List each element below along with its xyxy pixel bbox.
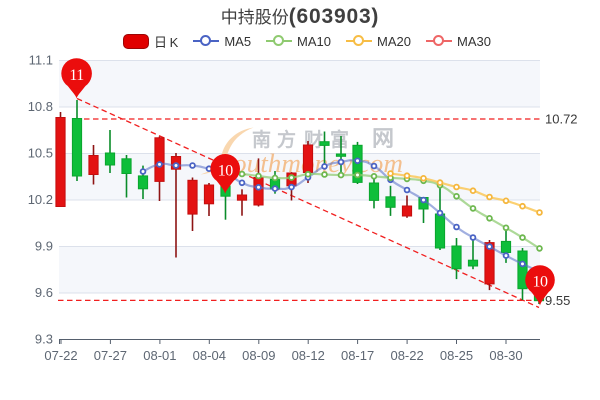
svg-text:08-01: 08-01 (143, 348, 176, 363)
svg-text:富: 富 (330, 128, 349, 151)
svg-text:9.3: 9.3 (35, 332, 53, 347)
svg-text:11.1: 11.1 (29, 53, 53, 68)
svg-text:07-22: 07-22 (44, 348, 77, 363)
svg-text:10.8: 10.8 (28, 99, 53, 114)
svg-text:9.55: 9.55 (545, 293, 570, 308)
svg-text:方: 方 (277, 128, 296, 151)
svg-text:11: 11 (69, 67, 84, 84)
svg-text:07-27: 07-27 (94, 348, 127, 363)
svg-text:南: 南 (252, 129, 271, 151)
svg-text:08-04: 08-04 (193, 348, 226, 363)
svg-text:10: 10 (533, 274, 549, 291)
svg-text:08-22: 08-22 (390, 348, 423, 363)
svg-text:08-12: 08-12 (292, 348, 325, 363)
svg-text:9.6: 9.6 (35, 285, 53, 300)
svg-text:10.5: 10.5 (28, 146, 53, 161)
svg-text:08-17: 08-17 (341, 348, 374, 363)
svg-text:网: 网 (372, 126, 394, 151)
svg-text:10.2: 10.2 (28, 192, 53, 207)
svg-text:08-25: 08-25 (440, 348, 473, 363)
svg-text:10: 10 (218, 162, 234, 179)
svg-text:08-30: 08-30 (489, 348, 522, 363)
svg-text:08-09: 08-09 (242, 348, 275, 363)
svg-text:9.9: 9.9 (35, 239, 53, 254)
svg-text:10.72: 10.72 (545, 112, 578, 127)
